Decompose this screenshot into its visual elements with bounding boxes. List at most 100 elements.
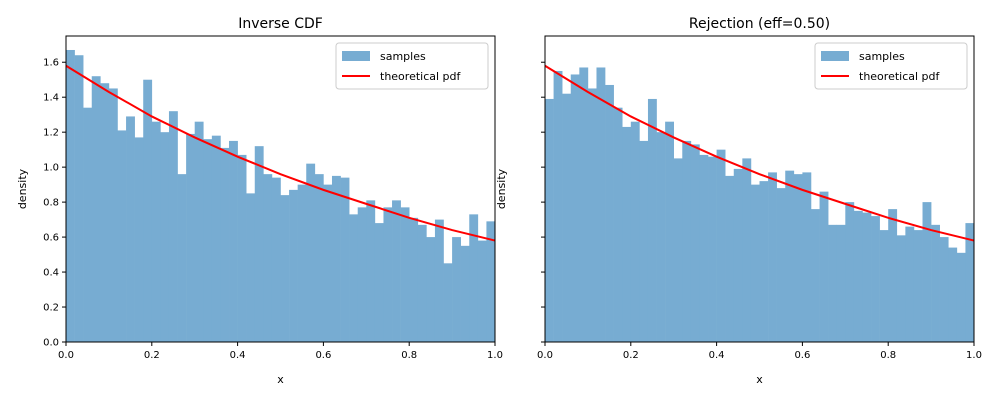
histogram-bar [177,174,187,342]
histogram-bar [203,139,213,342]
histogram-bar [630,121,640,343]
histogram-bar [83,107,93,342]
legend-label-samples: samples [859,50,905,63]
histogram-bar [699,154,709,342]
histogram-bar [545,98,554,342]
histogram-bar [725,175,735,342]
histogram-bar [460,245,470,342]
histogram-bar [117,130,127,342]
y-axis-label: density [495,168,508,209]
x-tick-label: 1.0 [487,350,503,361]
histogram-bar [108,88,118,342]
histogram-bar [948,247,958,342]
histogram-bar [622,126,632,342]
histogram-bar [229,140,238,342]
histogram-bar [289,189,298,342]
histogram-bar [759,181,769,342]
x-tick-label: 0.4 [230,350,246,361]
histogram-bar [716,149,726,342]
histogram-bar [443,263,453,342]
histogram-bar [613,107,623,342]
legend: samples theoretical pdf [814,42,968,90]
axes-frame [544,35,975,343]
y-tick-label: 0.2 [43,303,59,314]
panel-2: 0.0 0.2 0.4 0.6 0.8 1.0 x density Rejection (eff… [495,16,982,386]
histogram-bar [587,88,597,342]
histogram-bar [836,224,846,342]
histogram-bar [409,217,419,342]
histogram-bar [417,224,427,342]
histogram-bar [939,237,949,342]
histogram-bar [220,147,230,342]
histogram-bar [486,221,496,342]
histogram-bar [280,195,290,342]
x-tick-label: 0.2 [144,350,160,361]
histogram-bar [452,237,461,342]
x-tick-label: 1.0 [966,350,982,361]
histogram-bar [845,202,855,342]
histogram-bar [708,156,717,342]
legend-box [814,42,968,90]
histogram-bar [271,177,281,342]
histogram-bar [100,83,110,342]
y-axis: 0.0 0.2 0.4 0.6 0.8 1.0 1.2 1.4 1.6 density [16,58,66,349]
histogram-bar [366,200,376,342]
x-axis-label: x [277,373,284,386]
legend-label-pdf: theoretical pdf [380,70,462,83]
histogram-bar [570,74,580,343]
histogram-bar [553,70,563,342]
histogram-bar [168,111,178,342]
histogram-bar [477,240,487,342]
histogram-bar [392,200,401,342]
histogram-bar [896,235,906,342]
histogram-bar [913,230,923,342]
chart-title: Inverse CDF [238,16,323,32]
histogram-bar [690,144,700,342]
y-tick-label: 0.4 [43,268,59,279]
x-tick-label: 0.6 [315,350,331,361]
theoretical-pdf-line [544,64,975,242]
histogram-bar [469,214,479,342]
panel-1: 0.0 0.2 0.4 0.6 0.8 1.0 x 0.0 0.2 0.4 0.6 0.8 1.0 1.2… [16,16,503,386]
histogram-bar [956,252,966,342]
y-tick-label: 1.4 [43,93,59,104]
histogram-bar [400,207,410,342]
histogram-bar [74,55,84,343]
y-tick-label: 1.2 [43,128,59,139]
histogram-bar [810,209,820,342]
x-axis: 0.0 0.2 0.4 0.6 0.8 1.0 x [58,342,503,386]
axes-frame [65,35,496,343]
histogram-bar [340,177,350,342]
histogram-bar [768,172,777,342]
histogram-bar [965,223,975,342]
x-tick-label: 0.0 [537,350,553,361]
histogram-bar [888,209,898,342]
histogram-bar [66,49,75,342]
histogram-bar [596,67,606,342]
histogram-bar [579,67,589,342]
histogram-bar [931,224,940,342]
y-tick-label: 1.6 [43,58,59,69]
histogram-bar [297,184,307,342]
x-tick-label: 0.0 [58,350,74,361]
histogram-bar [776,188,786,342]
histogram-bar [306,163,316,342]
histogram-bar [673,158,683,342]
histogram-bar [254,146,264,342]
histogram-bar [905,226,915,342]
x-tick-label: 0.2 [623,350,639,361]
histogram-bar [871,216,880,342]
histogram-bar [323,184,333,342]
histogram-bar [374,223,384,342]
legend-box [335,42,489,90]
histogram-bar [126,116,135,342]
histogram-bar [879,230,889,342]
histogram-bar [793,174,803,342]
x-tick-label: 0.6 [794,350,810,361]
histogram-bar [828,224,838,342]
chart-title: Rejection (eff=0.50) [689,16,830,32]
y-axis: density [495,61,545,343]
histogram-bar [665,121,674,343]
histogram-bar [647,98,657,342]
histogram-bar [143,79,153,342]
